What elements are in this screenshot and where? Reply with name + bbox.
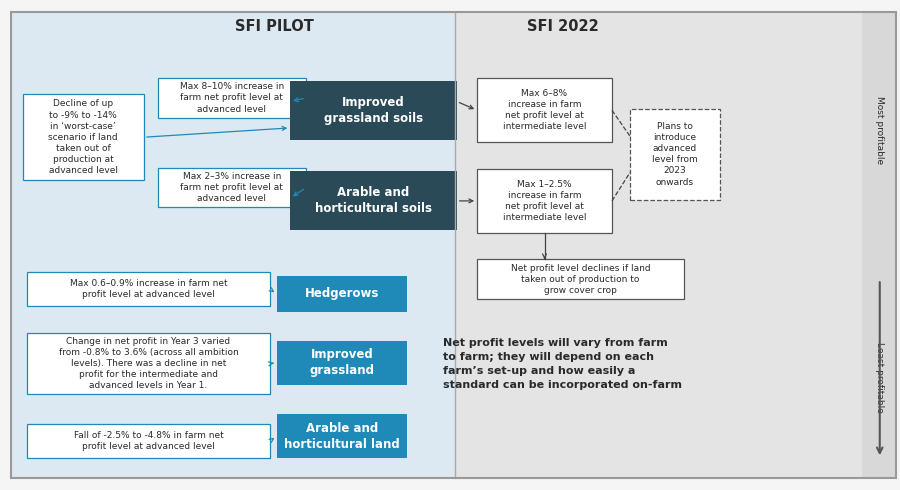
Bar [27, 333, 270, 394]
Bar [862, 12, 896, 478]
Text: Max 1–2.5%
increase in farm
net profit level at
intermediate level: Max 1–2.5% increase in farm net profit l… [503, 180, 586, 222]
Bar [27, 424, 270, 458]
Text: Change in net profit in Year 3 varied
from -0.8% to 3.6% (across all ambition
le: Change in net profit in Year 3 varied fr… [58, 337, 238, 390]
Text: Plans to
introduce
advanced
level from
2023
onwards: Plans to introduce advanced level from 2… [652, 122, 698, 187]
Bar [477, 78, 612, 142]
Bar [477, 169, 612, 233]
Text: SFI PILOT: SFI PILOT [235, 20, 314, 34]
Text: Fall of -2.5% to -4.8% in farm net
profit level at advanced level: Fall of -2.5% to -4.8% in farm net profi… [74, 431, 223, 451]
Text: Improved
grassland soils: Improved grassland soils [324, 96, 423, 125]
Bar [27, 272, 270, 306]
Text: Max 6–8%
increase in farm
net profit level at
intermediate level: Max 6–8% increase in farm net profit lev… [503, 89, 586, 131]
Text: Max 2–3% increase in
farm net profit level at
advanced level: Max 2–3% increase in farm net profit lev… [180, 172, 284, 203]
Text: Most profitable: Most profitable [875, 96, 884, 164]
Bar [11, 12, 454, 478]
Text: Max 0.6–0.9% increase in farm net
profit level at advanced level: Max 0.6–0.9% increase in farm net profit… [69, 279, 228, 299]
Text: Least profitable: Least profitable [875, 342, 884, 413]
Bar [277, 341, 407, 385]
Text: Improved
grassland: Improved grassland [310, 348, 374, 377]
Text: Net profit levels will vary from farm
to farm; they will depend on each
farm’s s: Net profit levels will vary from farm to… [443, 338, 682, 390]
Bar [158, 78, 306, 118]
Bar [290, 172, 457, 230]
Bar [22, 95, 144, 180]
Text: Arable and
horticultural land: Arable and horticultural land [284, 421, 400, 451]
Bar [277, 414, 407, 458]
Text: Arable and
horticultural soils: Arable and horticultural soils [315, 186, 432, 216]
Text: Decline of up
to -9% to -14%
in ‘worst-case’
scenario if land
taken out of
produ: Decline of up to -9% to -14% in ‘worst-c… [49, 99, 118, 175]
Text: SFI 2022: SFI 2022 [526, 20, 598, 34]
Bar [158, 168, 306, 207]
Bar [630, 109, 720, 200]
Bar [277, 275, 407, 313]
Text: Net profit level declines if land
taken out of production to
grow cover crop: Net profit level declines if land taken … [510, 264, 651, 295]
Bar [454, 12, 862, 478]
Bar [477, 259, 684, 299]
Text: Hedgerows: Hedgerows [305, 288, 379, 300]
Text: Max 8–10% increase in
farm net profit level at
advanced level: Max 8–10% increase in farm net profit le… [180, 82, 284, 114]
Bar [290, 81, 457, 140]
